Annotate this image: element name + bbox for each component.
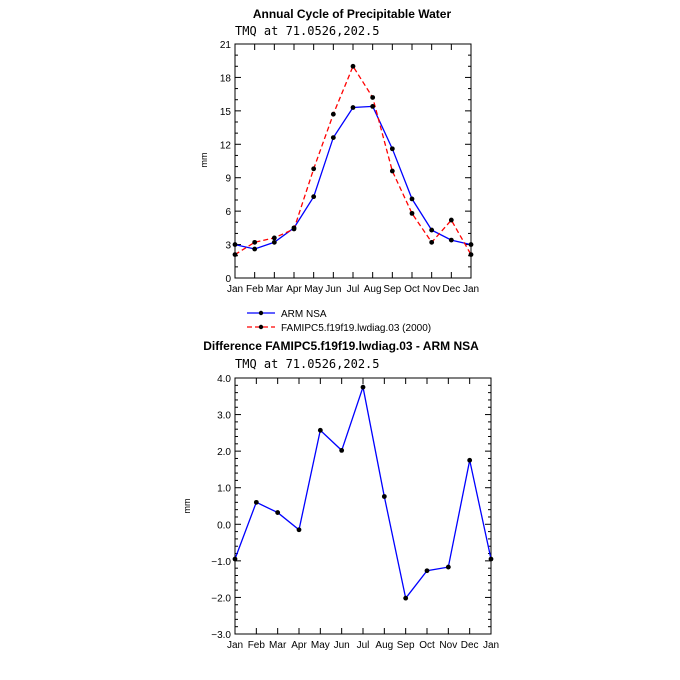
c1-series-1-point [330,111,336,117]
c2-series-0-point [403,595,409,601]
c1-xtick-label: Sep [383,284,401,295]
annual-cycle-chart: Annual Cycle of Precipitable Water TMQ a… [199,7,479,334]
c2-xtick-label: Feb [248,640,266,651]
c1-series-1-point [448,217,454,223]
c1-xtick-label: Apr [286,284,302,295]
c2-series-0-point [317,427,323,433]
c2-series-0-point [488,556,494,562]
c1-ytick-label: 6 [225,207,231,218]
c2-xtick-label: Jun [334,640,350,651]
c1-xtick-label: Feb [246,284,264,295]
c1-xtick-label: Nov [423,284,441,295]
c1-xtick-label: Jul [347,284,360,295]
c1-series-1-point [468,252,474,257]
c1-ytick-label: 3 [225,241,231,252]
legend-label-arm-nsa: ARM NSA [281,309,327,320]
chart2-ylabel: mm [182,499,192,514]
c1-series-line-0 [234,105,472,250]
c2-plot-frame [234,377,492,635]
c1-ytick-label: 9 [225,174,231,185]
c2-series-0-point [424,568,430,574]
c2-ytick-label: 1.0 [217,484,231,495]
c1-plot-frame [234,43,472,279]
c1-series-0-point [409,196,415,202]
c1-series-0-point [370,104,376,109]
c1-series-1-point [252,239,258,245]
c1-xtick-label: Dec [442,284,460,295]
difference-chart: Difference FAMIPC5.f19f19.lwdiag.03 - AR… [182,339,499,651]
legend-marker-famipc5 [258,324,264,330]
c2-ytick-label: 2.0 [217,447,231,458]
c2-ytick-label: −1.0 [211,557,231,568]
c1-ytick-label: 21 [220,40,232,51]
c1-series-1-point [370,95,376,100]
c1-series-0-point [330,135,336,141]
c1-series-1-point [409,210,415,216]
c2-xtick-label: Jan [227,640,243,651]
c2-xtick-label: May [311,640,330,651]
chart1-title: Annual Cycle of Precipitable Water [253,7,452,21]
c2-xtick-label: Sep [397,640,415,651]
c2-xtick-label: Nov [439,640,457,651]
c1-series-0-point [271,239,277,245]
c1-xtick-label: Oct [404,284,420,295]
c2-series-0-point [275,510,281,515]
c2-series-0-point [445,564,451,570]
c2-xtick-label: Aug [375,640,393,651]
c1-ytick-label: 0 [225,274,231,285]
c1-xtick-label: Mar [266,284,284,295]
chart1-ylabel: mm [199,153,209,168]
chart2-subtitle: TMQ at 71.0526,202.5 [235,357,380,371]
c1-series-0-point [448,237,454,243]
c1-series-1-point [389,168,395,174]
c1-series-0-point [311,194,317,200]
c2-series-0-point [339,448,345,453]
c1-xtick-label: Jun [325,284,341,295]
c1-xtick-label: May [304,284,323,295]
c2-ytick-label: −3.0 [211,630,231,641]
c2-ytick-label: 3.0 [217,411,231,422]
c1-xtick-label: Jan [463,284,479,295]
c2-ytick-label: 0.0 [217,520,231,531]
c2-xtick-label: Apr [291,640,307,651]
c2-xtick-label: Dec [461,640,479,651]
c1-series-1-point [271,235,277,241]
c1-xtick-label: Aug [364,284,382,295]
c1-series-1-point [311,166,317,172]
chart1-legend: ARM NSA FAMIPC5.f19f19.lwdiag.03 (2000) [247,309,431,334]
c2-series-0-point [232,556,238,562]
c1-series-0-point [468,242,474,247]
c1-series-1-point [350,63,356,69]
c2-ytick-label: −2.0 [211,593,231,604]
c2-xtick-label: Jul [357,640,370,651]
c2-series-0-point [360,384,366,390]
c1-ytick-label: 18 [220,73,232,84]
c2-xtick-label: Mar [269,640,287,651]
c2-series-0-point [467,457,473,463]
legend-marker-arm-nsa [258,310,264,316]
c1-series-0-point [389,146,395,152]
c1-ytick-label: 15 [220,107,232,118]
c1-series-1-point [291,226,297,232]
c2-series-0-point [253,499,259,505]
c2-xtick-label: Jan [483,640,499,651]
chart2-title: Difference FAMIPC5.f19f19.lwdiag.03 - AR… [203,339,479,353]
c1-series-0-point [350,105,356,110]
legend-label-famipc5: FAMIPC5.f19f19.lwdiag.03 (2000) [281,323,431,334]
c2-xtick-label: Oct [419,640,435,651]
c2-series-0-point [381,494,387,499]
c1-xtick-label: Jan [227,284,243,295]
chart1-subtitle: TMQ at 71.0526,202.5 [235,24,380,38]
c1-series-0-point [252,246,258,252]
c1-series-0-point [429,227,435,233]
c1-series-line-1 [234,64,472,256]
c1-series-1-point [429,239,435,245]
c1-ytick-label: 12 [220,140,232,151]
c2-series-0-point [296,527,302,533]
c1-series-1-point [232,252,238,257]
c2-series-line-0 [234,384,492,600]
c2-ytick-label: 4.0 [217,374,231,385]
c1-series-0-point [232,242,238,247]
